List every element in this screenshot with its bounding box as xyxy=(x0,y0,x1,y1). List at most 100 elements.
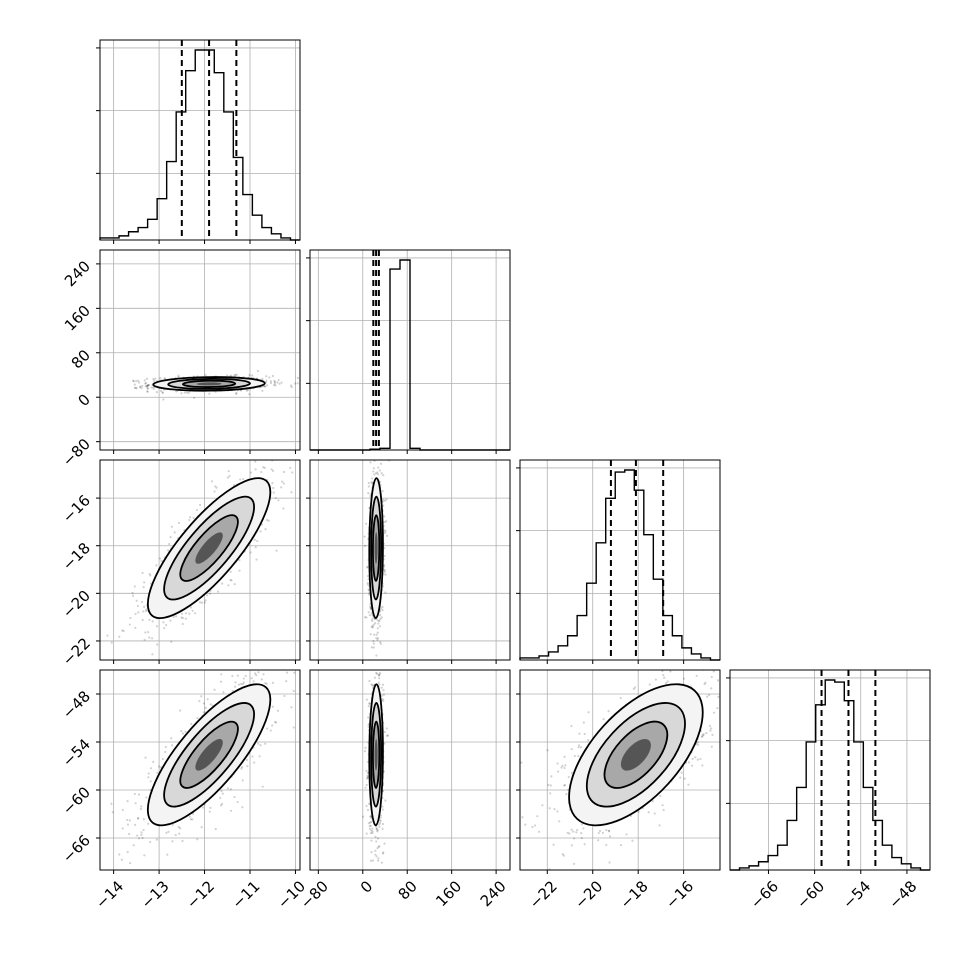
scatter-point xyxy=(367,583,370,586)
scatter-point xyxy=(162,621,165,624)
scatter-point xyxy=(381,827,384,830)
scatter-point xyxy=(136,834,139,837)
scatter-point xyxy=(369,461,372,464)
scatter-point xyxy=(140,833,143,836)
scatter-point xyxy=(106,634,109,637)
x-tick-label: −12 xyxy=(183,877,218,912)
scatter-point xyxy=(376,847,379,850)
scatter-point xyxy=(145,608,148,611)
panel-frame xyxy=(309,669,511,871)
scatter-point xyxy=(361,815,365,818)
scatter-point xyxy=(371,684,374,687)
scatter-point xyxy=(110,802,113,805)
scatter-point xyxy=(259,744,262,747)
scatter-point xyxy=(372,467,375,470)
scatter-point xyxy=(375,671,378,675)
contour-level-3 xyxy=(196,382,222,386)
scatter-point xyxy=(135,599,138,602)
scatter-point xyxy=(267,634,269,636)
scatter-point xyxy=(383,742,386,745)
scatter-point xyxy=(365,769,368,772)
y-tick-label: −80 xyxy=(59,435,94,470)
scatter-point xyxy=(379,819,382,822)
scatter-point xyxy=(155,625,159,628)
scatter-point xyxy=(126,823,130,826)
scatter-point xyxy=(706,695,709,698)
scatter-point xyxy=(121,808,124,812)
scatter-point xyxy=(143,605,146,608)
y-tick-label: 160 xyxy=(61,302,94,335)
scatter-point xyxy=(226,374,229,377)
scatter-point xyxy=(213,688,216,691)
y-tick-label: −20 xyxy=(59,587,94,622)
scatter-point xyxy=(140,600,144,604)
scatter-point xyxy=(179,709,182,712)
scatter-point xyxy=(366,808,370,812)
scatter-point xyxy=(379,672,382,675)
contour-level-3 xyxy=(195,532,223,564)
scatter-point xyxy=(376,452,378,454)
scatter-point xyxy=(272,454,274,456)
scatter-point xyxy=(213,490,216,493)
scatter-point xyxy=(365,566,369,569)
scatter-point xyxy=(198,503,202,507)
scatter-point xyxy=(276,709,280,712)
scatter-point xyxy=(204,373,207,376)
scatter-point xyxy=(157,765,161,768)
scatter-point xyxy=(128,819,131,822)
scatter-point xyxy=(377,466,380,469)
panel-frame xyxy=(519,459,721,661)
scatter-point xyxy=(379,617,382,620)
scatter-point xyxy=(382,693,385,696)
scatter-point xyxy=(191,609,194,612)
scatter-point xyxy=(369,859,373,862)
scatter-point xyxy=(203,601,206,604)
scatter-point xyxy=(121,827,124,830)
scatter-point xyxy=(271,482,274,485)
scatter-point xyxy=(236,800,239,804)
scatter-point xyxy=(281,480,284,483)
scatter-point xyxy=(278,382,281,385)
scatter-point xyxy=(132,380,135,383)
scatter-point xyxy=(257,447,259,449)
scatter-point xyxy=(149,574,152,577)
scatter-point xyxy=(372,642,375,645)
scatter-point xyxy=(374,472,377,475)
y-tick-label: −16 xyxy=(59,491,94,526)
scatter-point xyxy=(204,706,207,709)
scatter-point xyxy=(170,525,173,528)
scatter-point xyxy=(252,680,255,683)
scatter-point xyxy=(245,389,249,392)
scatter-point xyxy=(237,683,241,686)
scatter-point xyxy=(376,837,380,840)
scatter-point xyxy=(366,776,369,779)
scatter-point xyxy=(144,381,147,385)
scatter-point xyxy=(380,472,383,475)
scatter-point xyxy=(368,702,371,705)
scatter-point xyxy=(385,520,388,523)
scatter-point xyxy=(572,862,576,866)
scatter-point xyxy=(198,700,201,703)
scatter-point xyxy=(154,377,157,380)
scatter-point xyxy=(368,702,371,705)
scatter-point xyxy=(161,757,164,761)
scatter-point xyxy=(710,675,713,679)
scatter-point xyxy=(384,799,387,802)
scatter-point xyxy=(118,853,121,856)
scatter-point xyxy=(89,383,91,385)
scatter-point xyxy=(290,706,293,709)
scatter-point xyxy=(370,851,373,854)
scatter-point xyxy=(148,636,151,639)
scatter-point xyxy=(152,379,156,383)
scatter-point xyxy=(379,642,382,645)
scatter-point xyxy=(254,546,257,549)
scatter-point xyxy=(214,828,217,831)
scatter-point xyxy=(242,681,245,684)
scatter-point xyxy=(254,468,257,471)
scatter-point xyxy=(370,839,373,842)
scatter-point xyxy=(226,787,230,790)
scatter-point xyxy=(368,614,371,617)
scatter-point xyxy=(383,529,386,532)
scatter-point xyxy=(386,734,389,737)
scatter-point xyxy=(383,730,386,734)
